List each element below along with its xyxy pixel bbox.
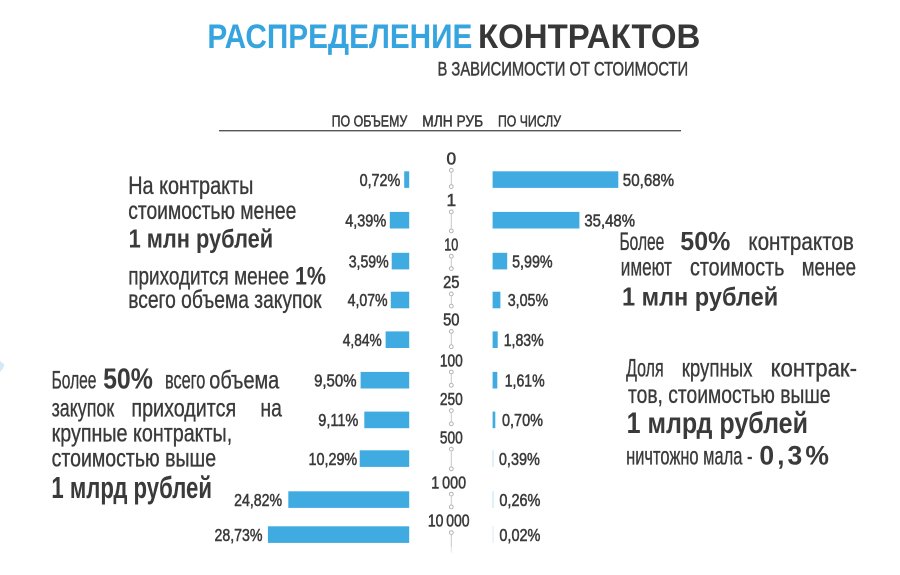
svg-text:50%: 50% [680, 228, 730, 256]
svg-text:закупок: закупок [52, 395, 115, 423]
svg-text:ничтожно мала -: ничтожно мала - [626, 442, 752, 470]
svg-text:100: 100 [440, 350, 463, 370]
svg-text:50: 50 [443, 310, 459, 330]
svg-text:50%: 50% [103, 364, 153, 396]
svg-text:крупных: крупных [682, 355, 753, 383]
svg-text:приходится: приходится [131, 395, 236, 423]
svg-text:1%: 1% [295, 263, 326, 291]
svg-text:стоимостью менее: стоимостью менее [128, 197, 296, 225]
svg-text:0,70%: 0,70% [502, 410, 543, 430]
svg-text:КОНТРАКТОВ: КОНТРАКТОВ [478, 18, 700, 56]
svg-text:объема: объема [209, 367, 279, 395]
svg-text:МЛН РУБ: МЛН РУБ [422, 113, 483, 130]
svg-text:на: на [260, 395, 282, 423]
svg-text:РАСПРЕДЕЛЕНИЕ: РАСПРЕДЕЛЕНИЕ [207, 18, 472, 56]
svg-text:0,02%: 0,02% [499, 525, 540, 545]
svg-text:10: 10 [444, 235, 458, 255]
svg-text:1 млн рублей: 1 млн рублей [129, 225, 274, 253]
svg-text:35,48%: 35,48% [584, 210, 635, 230]
svg-text:500: 500 [440, 427, 463, 447]
svg-text:0,39%: 0,39% [499, 449, 540, 469]
svg-text:1 млн рублей: 1 млн рублей [622, 284, 778, 312]
svg-text:ПО ЧИСЛУ: ПО ЧИСЛУ [498, 113, 562, 130]
svg-text:4,39%: 4,39% [345, 210, 386, 230]
svg-text:9,11%: 9,11% [318, 410, 358, 430]
svg-text:всего объема закупок: всего объема закупок [128, 286, 322, 314]
svg-text:всего: всего [165, 367, 205, 395]
svg-text:4,84%: 4,84% [343, 330, 382, 350]
svg-text:тов, стоимостью выше: тов, стоимостью выше [628, 381, 831, 409]
svg-text:Более: Более [52, 367, 97, 395]
svg-text:стоимостью выше: стоимостью выше [52, 445, 217, 473]
svg-text:9,50%: 9,50% [314, 370, 356, 390]
svg-text:контрак-: контрак- [771, 355, 857, 383]
svg-text:1 000: 1 000 [431, 472, 466, 492]
svg-text:имеют: имеют [621, 254, 672, 282]
svg-text:24,82%: 24,82% [234, 490, 282, 510]
svg-text:25: 25 [443, 272, 459, 292]
svg-text:28,73%: 28,73% [215, 525, 263, 545]
svg-text:0: 0 [446, 149, 456, 169]
svg-text:На контракты: На контракты [128, 172, 253, 200]
svg-text:Более: Более [620, 228, 665, 256]
svg-text:1 млрд рублей: 1 млрд рублей [51, 471, 212, 505]
svg-text:ПО ОБЪЕМУ: ПО ОБЪЕМУ [332, 113, 408, 130]
svg-text:0,3%: 0,3% [759, 440, 829, 470]
svg-text:стоимость: стоимость [690, 254, 784, 282]
svg-text:5,99%: 5,99% [512, 251, 553, 271]
svg-text:менее: менее [802, 254, 856, 282]
svg-text:1,61%: 1,61% [505, 370, 545, 390]
svg-text:10 000: 10 000 [428, 511, 470, 531]
svg-text:50,68%: 50,68% [623, 170, 674, 190]
svg-text:1,83%: 1,83% [504, 330, 544, 350]
svg-text:3,59%: 3,59% [349, 251, 389, 271]
svg-text:250: 250 [440, 389, 463, 409]
svg-text:3,05%: 3,05% [508, 290, 549, 310]
svg-text:0,72%: 0,72% [360, 170, 401, 190]
svg-text:Доля: Доля [626, 355, 664, 383]
svg-text:4,07%: 4,07% [348, 290, 388, 310]
svg-text:1 млрд рублей: 1 млрд рублей [627, 408, 808, 440]
svg-text:контрактов: контрактов [748, 228, 854, 256]
svg-text:0,26%: 0,26% [499, 490, 540, 510]
svg-text:крупные контракты,: крупные контракты, [52, 420, 233, 448]
svg-text:10,29%: 10,29% [309, 449, 358, 469]
svg-text:приходится менее: приходится менее [128, 263, 289, 291]
svg-text:1: 1 [446, 190, 456, 210]
svg-text:В ЗАВИСИМОСТИ ОТ СТОИМОСТИ: В ЗАВИСИМОСТИ ОТ СТОИМОСТИ [438, 59, 689, 80]
